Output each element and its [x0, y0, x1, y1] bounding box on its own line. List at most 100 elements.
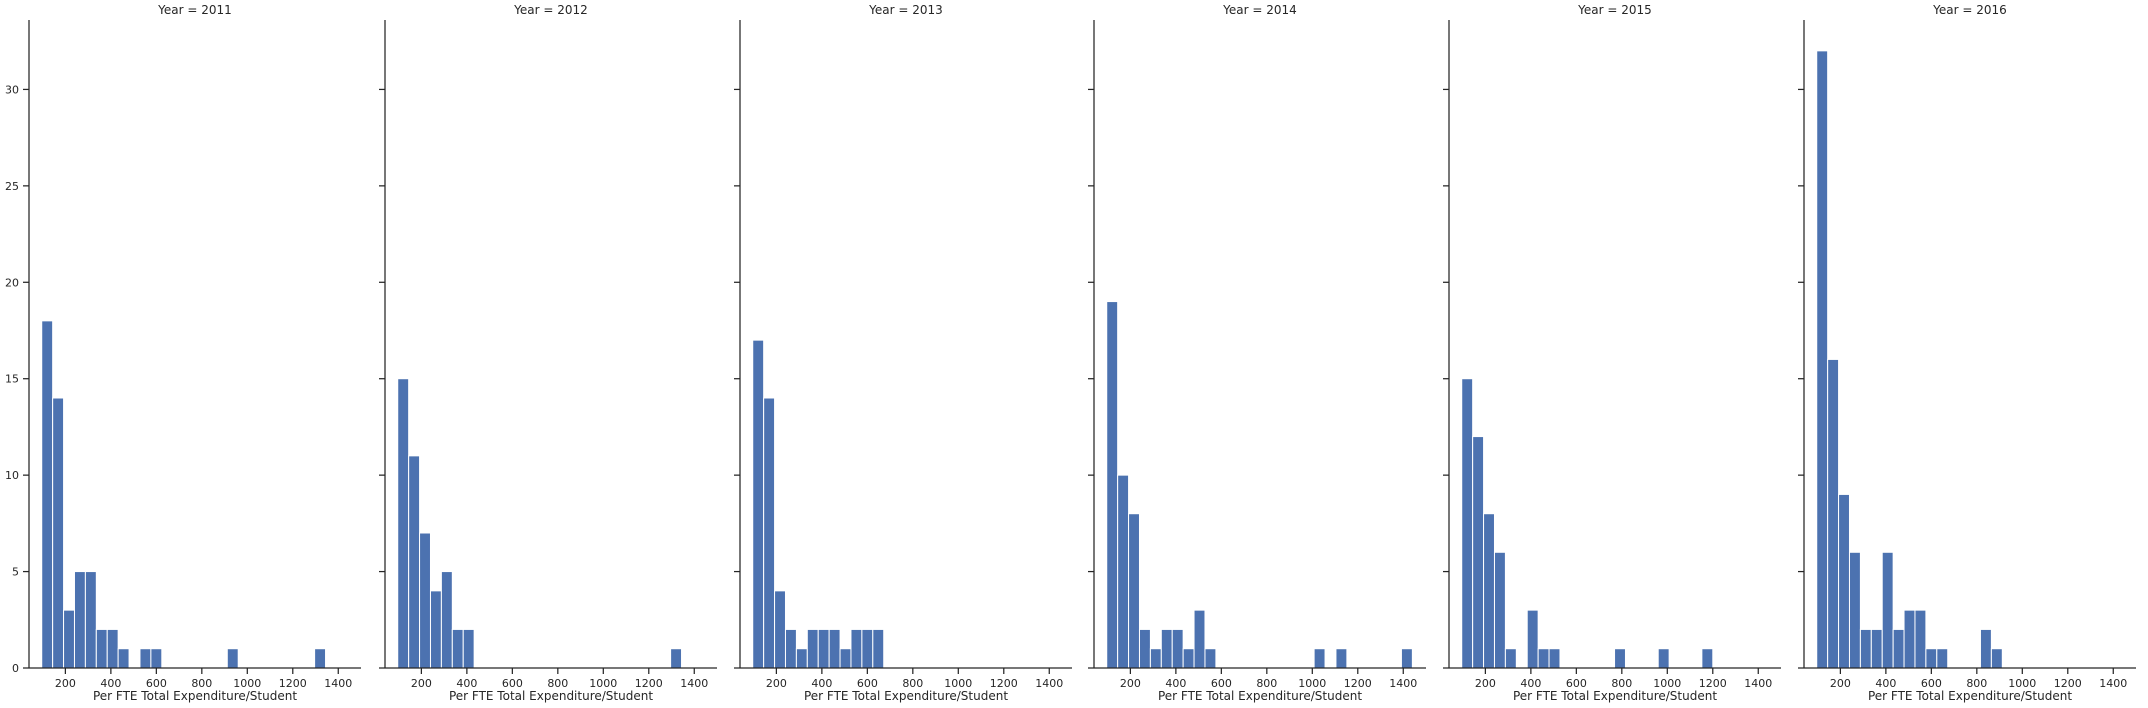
- histogram-bar: [1128, 513, 1140, 669]
- x-tick-label: 600: [1921, 677, 1942, 690]
- histogram-bar: [806, 628, 819, 669]
- histogram-bar: [106, 628, 119, 669]
- x-axis-label: Per FTE Total Expenditure/Student: [1158, 689, 1362, 703]
- histogram-bar: [1400, 648, 1413, 669]
- histogram-bar: [861, 628, 874, 669]
- facet-panel-4: 200 400 600 800 1000 1200 1400 Year = 2014 Per F…: [1088, 3, 1426, 703]
- x-tick-label: 1200: [279, 677, 307, 690]
- histogram-bar: [1537, 648, 1550, 669]
- x-tick-label: 1000: [944, 677, 972, 690]
- y-tick-label: 15: [5, 373, 19, 386]
- y-tick-label: 0: [12, 662, 19, 675]
- x-tick-label: 400: [811, 677, 832, 690]
- facet-panel-6: 200 400 600 800 1000 1200 1400 Year = 2016 Per F…: [1798, 3, 2136, 703]
- histogram-bar: [784, 628, 797, 669]
- x-tick-label: 1200: [1344, 677, 1372, 690]
- histogram-bar: [1526, 609, 1539, 669]
- histogram-bar: [1204, 648, 1217, 669]
- facet-title: Year = 2011: [157, 3, 232, 17]
- histogram-bar: [1493, 551, 1506, 669]
- x-tick-label: 600: [502, 677, 523, 690]
- histogram-bar: [1827, 358, 1840, 669]
- histogram-bar: [1614, 648, 1626, 669]
- histogram-bar: [1138, 628, 1151, 669]
- x-tick-label: 1000: [2008, 677, 2036, 690]
- x-tick-label: 200: [1475, 677, 1496, 690]
- y-tick-label: 5: [12, 566, 19, 579]
- histogram-bar: [1548, 648, 1561, 669]
- histogram-bar: [397, 378, 410, 669]
- y-tick-label: 10: [5, 469, 19, 482]
- x-axis-label: Per FTE Total Expenditure/Student: [449, 689, 653, 703]
- x-tick-label: 1000: [233, 677, 261, 690]
- histogram-bar: [1117, 474, 1130, 669]
- histogram-bar: [451, 628, 464, 669]
- histogram-bar: [1979, 628, 1992, 669]
- x-tick-label: 1400: [1389, 677, 1417, 690]
- histogram-bar: [41, 320, 54, 669]
- facet-panel-5: 200 400 600 800 1000 1200 1400 Year = 2015 Per F…: [1443, 3, 1781, 703]
- histogram-bar: [752, 339, 765, 669]
- histogram-bar: [63, 609, 75, 669]
- x-tick-label: 600: [146, 677, 167, 690]
- histogram-bar: [839, 648, 852, 669]
- histogram-bar: [1936, 648, 1949, 669]
- histogram-bar: [1914, 609, 1927, 669]
- y-tick-label: 30: [5, 83, 19, 96]
- facet-panel-1: 0 5 10 15 20 25 30 200 400 600 800 1000 1200 1400 Year…: [5, 3, 361, 703]
- histogram-bar: [1892, 628, 1905, 669]
- histogram-bar: [52, 397, 65, 669]
- histogram-bar: [1193, 609, 1206, 669]
- histogram-bar: [1472, 436, 1485, 669]
- facet-panel-2: 200 400 600 800 1000 1200 1400 Year = 2012 Per F…: [379, 3, 717, 703]
- histogram-bar: [850, 628, 863, 669]
- histogram-bar: [1838, 493, 1850, 669]
- histogram-bar: [139, 648, 152, 669]
- histogram-bar: [1701, 648, 1714, 669]
- x-tick-label: 1400: [1035, 677, 1063, 690]
- x-tick-label: 1400: [680, 677, 708, 690]
- facet-title: Year = 2012: [513, 3, 588, 17]
- x-tick-label: 1200: [2054, 677, 2082, 690]
- histogram-bar: [1313, 648, 1326, 669]
- x-tick-label: 1400: [2099, 677, 2127, 690]
- histogram-bar: [1657, 648, 1670, 669]
- x-tick-label: 800: [547, 677, 568, 690]
- histogram-bar: [1149, 648, 1162, 669]
- x-tick-label: 1000: [1653, 677, 1681, 690]
- x-tick-label: 200: [1830, 677, 1851, 690]
- histogram-bar: [117, 648, 130, 669]
- x-tick-label: 800: [191, 677, 212, 690]
- histogram-bar: [763, 397, 776, 669]
- histogram-bar: [1504, 648, 1517, 669]
- histogram-bar: [774, 590, 786, 669]
- x-tick-label: 600: [857, 677, 878, 690]
- x-tick-label: 800: [1611, 677, 1632, 690]
- histogram-bar: [1182, 648, 1195, 669]
- x-axis-label: Per FTE Total Expenditure/Student: [1868, 689, 2072, 703]
- x-tick-label: 800: [1256, 677, 1277, 690]
- histogram-bar: [1483, 513, 1495, 669]
- x-axis-label: Per FTE Total Expenditure/Student: [93, 689, 297, 703]
- facet-panel-3: 200 400 600 800 1000 1200 1400 Year = 2013 Per F…: [734, 3, 1072, 703]
- histogram-bar: [828, 628, 841, 669]
- histogram-bar: [429, 590, 442, 669]
- x-tick-label: 600: [1566, 677, 1587, 690]
- histogram-bar: [1859, 628, 1872, 669]
- histogram-bar: [1903, 609, 1916, 669]
- x-tick-label: 200: [411, 677, 432, 690]
- x-tick-label: 1400: [324, 677, 352, 690]
- x-tick-label: 400: [1875, 677, 1896, 690]
- histogram-bar: [440, 571, 453, 669]
- histogram-bar: [95, 628, 108, 669]
- x-tick-label: 1400: [1744, 677, 1772, 690]
- x-tick-label: 600: [1211, 677, 1232, 690]
- facet-title: Year = 2015: [1577, 3, 1652, 17]
- histogram-bar: [1160, 628, 1173, 669]
- histogram-bar: [872, 628, 885, 669]
- x-axis-label: Per FTE Total Expenditure/Student: [1513, 689, 1717, 703]
- histogram-bar: [1848, 551, 1861, 669]
- histogram-bar: [1925, 648, 1938, 669]
- histogram-bar: [150, 648, 163, 669]
- facet-title: Year = 2016: [1932, 3, 2007, 17]
